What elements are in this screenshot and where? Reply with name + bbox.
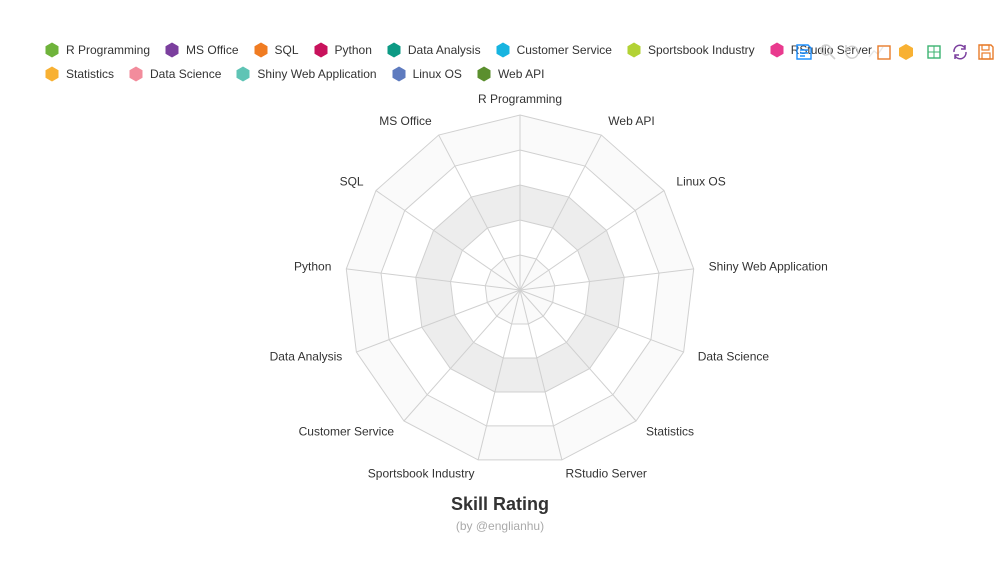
- legend-hexagon-icon: [314, 42, 328, 58]
- legend-label: Web API: [497, 67, 545, 81]
- save-image-icon[interactable]: [976, 42, 996, 62]
- radar-axis-line: [519, 190, 665, 291]
- radar-axis-line: [346, 268, 521, 291]
- legend-hexagon-icon: [477, 66, 491, 82]
- legend-label: Data Analysis: [407, 43, 481, 57]
- legend-hexagon-icon: [45, 42, 59, 58]
- legend-label: R Programming: [66, 43, 151, 57]
- legend-label: Customer Service: [516, 43, 612, 57]
- legend-label: SQL: [274, 43, 299, 57]
- legend-item[interactable]: Web API: [476, 64, 544, 84]
- stack-icon[interactable]: [896, 42, 916, 62]
- legend-item[interactable]: Data Science: [128, 64, 221, 84]
- radar-indicator-label: Statistics: [646, 424, 694, 438]
- legend-label: MS Office: [186, 43, 239, 57]
- legend-hexagon-icon: [770, 42, 784, 58]
- legend-label: Statistics: [66, 67, 115, 81]
- radar-indicator-label: Sportsbook Industry: [368, 467, 475, 481]
- legend-hexagon-icon: [387, 42, 401, 58]
- data-zoom-icon[interactable]: [818, 42, 838, 62]
- radar-indicator-label: R Programming: [478, 92, 562, 106]
- radar-axis-line: [438, 134, 521, 291]
- radar-axis-line: [519, 134, 602, 291]
- radar-axis-line: [519, 289, 637, 422]
- radar-indicator-label: Web API: [608, 114, 654, 128]
- tiled-icon[interactable]: [924, 42, 944, 62]
- radar-axis-line: [403, 289, 521, 422]
- radar-indicator-label: Data Analysis: [270, 350, 343, 364]
- restore-icon[interactable]: [950, 42, 970, 62]
- radar-indicator-label: Data Science: [698, 350, 770, 364]
- chart-subtitle: (by @englianhu): [455, 519, 545, 533]
- legend-item[interactable]: Customer Service: [495, 40, 612, 60]
- radar-axis-line: [519, 268, 694, 291]
- legend-label: Shiny Web Application: [257, 67, 377, 81]
- radar-indicator-label: Linux OS: [676, 174, 725, 188]
- radar-indicator-label: Customer Service: [299, 424, 395, 438]
- radar-axis-line: [477, 289, 521, 461]
- chart-title-block: Skill Rating (by @englianhu): [0, 494, 1000, 533]
- legend-hexagon-icon: [165, 42, 179, 58]
- bar-chart-icon[interactable]: [874, 42, 894, 62]
- dataview-icon[interactable]: [794, 42, 814, 62]
- legend-label: Python: [334, 43, 372, 57]
- legend-hexagon-icon: [627, 42, 641, 58]
- legend-item[interactable]: MS Office: [164, 40, 239, 60]
- radar-indicator-label: Python: [294, 259, 331, 273]
- radar-indicator-label: RStudio Server: [566, 467, 647, 481]
- radar-indicator-label: SQL: [340, 174, 364, 188]
- legend-hexagon-icon: [236, 66, 250, 82]
- legend-label: Sportsbook Industry: [647, 43, 755, 57]
- legend-label: Data Science: [150, 67, 222, 81]
- legend-item[interactable]: Sportsbook Industry: [626, 40, 755, 60]
- legend-item[interactable]: Python: [313, 40, 372, 60]
- legend-item[interactable]: Shiny Web Application: [235, 64, 377, 84]
- legend-hexagon-icon: [496, 42, 510, 58]
- radar-axis-line: [356, 289, 521, 353]
- radar-axis-line: [375, 190, 521, 291]
- radar-indicator-label: MS Office: [379, 114, 432, 128]
- legend-hexagon-icon: [45, 66, 59, 82]
- legend-label: Linux OS: [412, 67, 462, 81]
- legend-item[interactable]: Linux OS: [391, 64, 462, 84]
- legend-item[interactable]: SQL: [253, 40, 299, 60]
- zoom-reset-icon[interactable]: [842, 42, 862, 62]
- chart-title: Skill Rating: [450, 494, 549, 514]
- radar-indicator-label: Shiny Web Application: [709, 259, 828, 273]
- line-chart-icon[interactable]: [866, 42, 886, 62]
- legend-hexagon-icon: [392, 66, 406, 82]
- radar-axis-line: [519, 289, 563, 461]
- legend-item[interactable]: Data Analysis: [386, 40, 481, 60]
- legend-item[interactable]: Statistics: [44, 64, 114, 84]
- legend-item[interactable]: R Programming: [44, 40, 150, 60]
- radar-axis-line: [519, 289, 684, 353]
- legend-hexagon-icon: [129, 66, 143, 82]
- legend-hexagon-icon: [254, 42, 267, 58]
